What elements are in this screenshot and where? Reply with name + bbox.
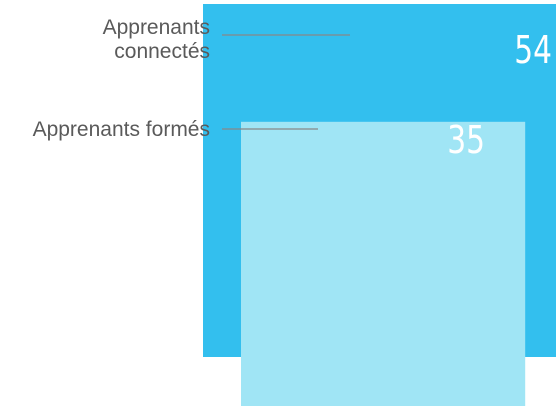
series-label: Apprenants connectés	[103, 16, 210, 63]
value-labels: 54 35	[447, 28, 552, 163]
squares-layer	[203, 4, 556, 406]
series-label-line: connectés	[114, 40, 210, 63]
square-formes	[241, 121, 526, 406]
series-label-line: Apprenants formés	[33, 118, 210, 141]
leader-lines	[222, 34, 350, 130]
series-labels: Apprenants connectés Apprenants formés	[33, 16, 210, 141]
value-label: 35	[447, 118, 485, 163]
series-label: Apprenants formés	[33, 118, 210, 141]
series-label-line: Apprenants	[103, 16, 210, 39]
value-label: 54	[514, 28, 552, 73]
